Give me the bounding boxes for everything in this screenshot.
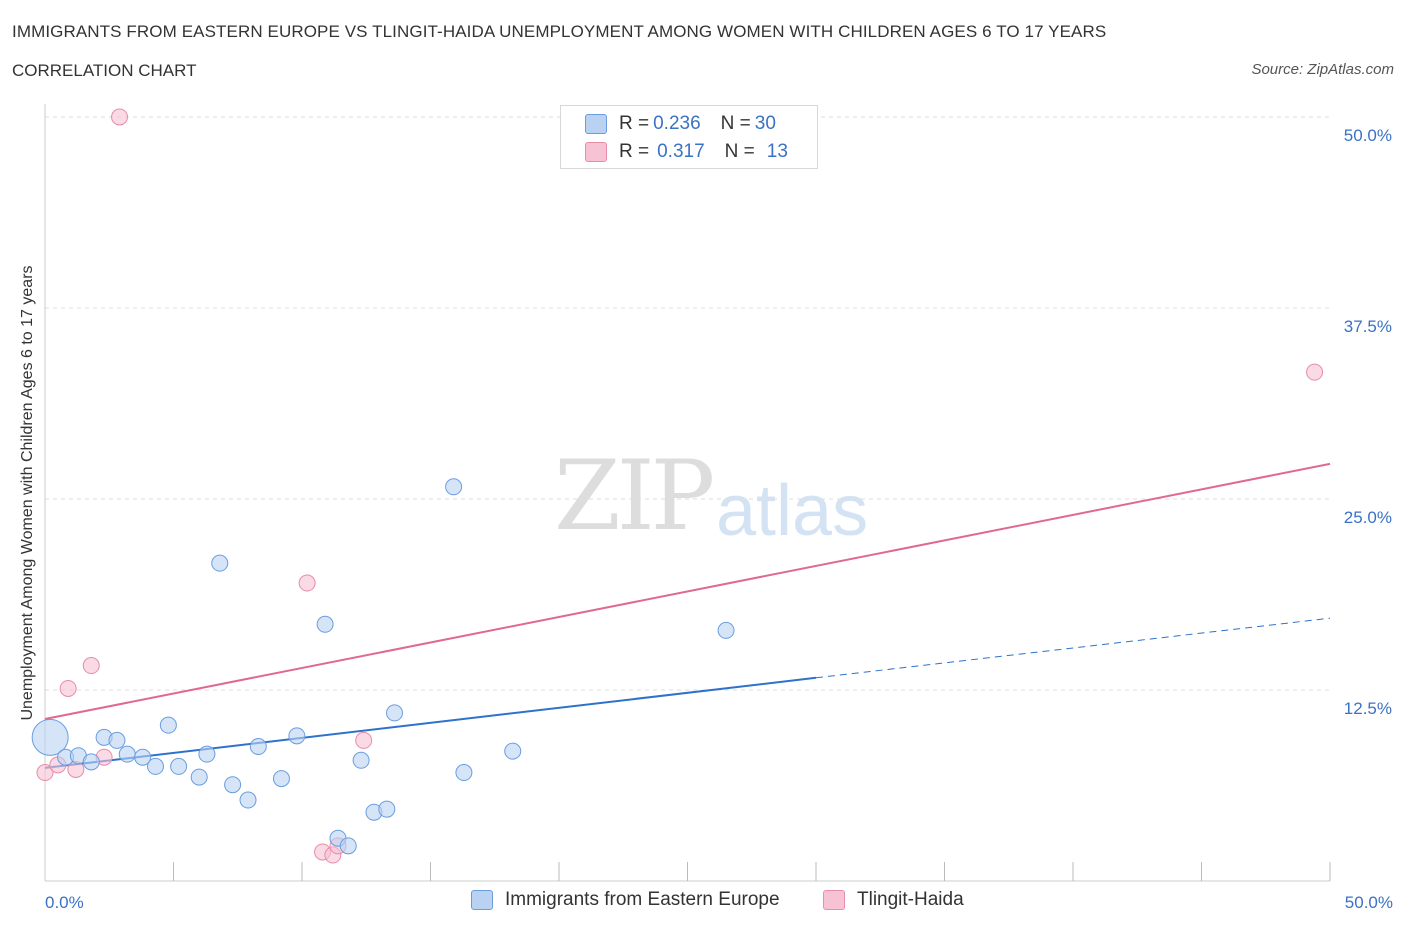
legend-n-value: 13 bbox=[766, 141, 788, 162]
source-credit: Source: ZipAtlas.com bbox=[1251, 61, 1394, 78]
legend-label: Tlingit-Haida bbox=[857, 889, 964, 910]
data-point-eastern-europe bbox=[717, 621, 735, 639]
data-point-tlingit-haida bbox=[36, 764, 54, 782]
legend-n-value: 30 bbox=[754, 113, 776, 134]
data-point-eastern-europe bbox=[239, 791, 257, 809]
data-point-eastern-europe bbox=[249, 738, 267, 756]
data-point-eastern-europe bbox=[272, 770, 290, 788]
data-point-eastern-europe bbox=[386, 704, 404, 722]
data-point-tlingit-haida bbox=[355, 731, 373, 749]
data-point-tlingit-haida bbox=[111, 108, 129, 126]
data-point-tlingit-haida bbox=[298, 574, 316, 592]
data-point-eastern-europe bbox=[455, 764, 473, 782]
legend-r-value: 0.236 bbox=[653, 113, 701, 134]
legend-row-blue: R = 0.236 N = 30 bbox=[585, 112, 776, 136]
legend-n-label: N = bbox=[720, 113, 751, 134]
watermark-zip: ZIP bbox=[554, 440, 715, 552]
legend-r-label: R = bbox=[619, 113, 650, 134]
legend-label: Immigrants from Eastern Europe bbox=[505, 889, 780, 910]
data-point-eastern-europe bbox=[378, 800, 396, 818]
data-point-eastern-europe bbox=[118, 745, 136, 763]
legend-swatch-pink bbox=[823, 890, 845, 910]
data-point-eastern-europe bbox=[316, 615, 334, 633]
y-tick-label: 12.5% bbox=[1344, 699, 1392, 718]
data-point-eastern-europe bbox=[198, 745, 216, 763]
y-axis-label: Unemployment Among Women with Children A… bbox=[19, 264, 36, 721]
y-tick-label: 25.0% bbox=[1344, 508, 1392, 527]
data-point-eastern-europe bbox=[339, 837, 357, 855]
data-point-eastern-europe bbox=[82, 753, 100, 771]
data-point-eastern-europe bbox=[190, 768, 208, 786]
y-tick-label: 50.0% bbox=[1344, 126, 1392, 145]
legend-n-label: N = bbox=[724, 141, 755, 162]
correlation-legend: R = 0.236 N = 30 R = 0.317 N = 13 bbox=[560, 105, 818, 169]
data-point-tlingit-haida bbox=[1306, 363, 1324, 381]
data-point-eastern-europe bbox=[147, 757, 165, 775]
data-point-eastern-europe bbox=[224, 776, 242, 794]
watermark-atlas: atlas bbox=[716, 471, 869, 551]
data-point-eastern-europe bbox=[159, 716, 177, 734]
legend-swatch-blue bbox=[585, 114, 607, 134]
legend-item-eastern-europe: Immigrants from Eastern Europe bbox=[471, 889, 780, 911]
legend-item-tlingit-haida: Tlingit-Haida bbox=[823, 889, 964, 911]
data-point-tlingit-haida bbox=[59, 679, 77, 697]
data-point-eastern-europe bbox=[352, 751, 370, 769]
legend-r-value: 0.317 bbox=[657, 141, 705, 162]
data-point-eastern-europe bbox=[504, 742, 522, 760]
legend-r-label: R = bbox=[619, 141, 650, 162]
trend-line-blue bbox=[44, 676, 817, 769]
data-point-eastern-europe bbox=[108, 731, 126, 749]
data-point-tlingit-haida bbox=[82, 657, 100, 675]
series-legend: Immigrants from Eastern Europe Tlingit-H… bbox=[0, 889, 1406, 915]
chart-title: IMMIGRANTS FROM EASTERN EUROPE VS TLINGI… bbox=[12, 22, 1107, 41]
x-tick-label: 0.0% bbox=[45, 893, 84, 912]
legend-swatch-pink bbox=[585, 142, 607, 162]
data-point-eastern-europe bbox=[170, 757, 188, 775]
trend-line-blue-extension bbox=[815, 617, 1331, 679]
data-point-eastern-europe bbox=[288, 727, 306, 745]
data-point-eastern-europe bbox=[445, 478, 463, 496]
chart-subtitle: CORRELATION CHART bbox=[12, 61, 197, 80]
trend-line-pink bbox=[44, 462, 1331, 721]
y-tick-label: 37.5% bbox=[1344, 317, 1392, 336]
data-point-eastern-europe bbox=[31, 718, 69, 756]
legend-swatch-blue bbox=[471, 890, 493, 910]
legend-row-pink: R = 0.317 N = 13 bbox=[585, 140, 788, 164]
x-tick-label: 50.0% bbox=[1345, 893, 1393, 912]
data-point-eastern-europe bbox=[134, 748, 152, 766]
data-point-eastern-europe bbox=[211, 554, 229, 572]
